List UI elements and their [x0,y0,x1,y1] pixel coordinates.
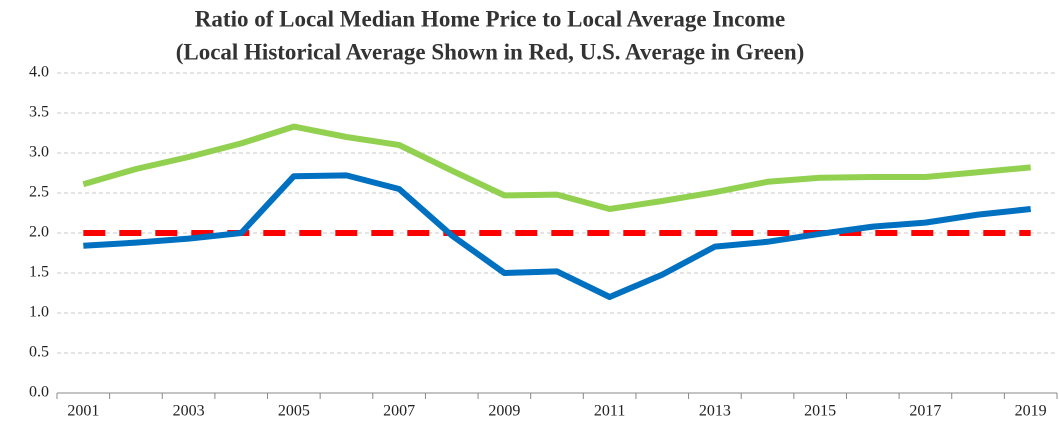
x-tick-label: 2011 [594,403,625,420]
y-tick-label: 3.0 [29,144,49,161]
chart-subtitle: (Local Historical Average Shown in Red, … [176,39,805,64]
y-tick-label: 2.0 [29,224,49,241]
series-line [82,123,1031,212]
series-line [83,172,1032,300]
y-tick-label: 2.5 [29,184,49,201]
y-tick-label: 0.0 [29,384,49,401]
chart-title: Ratio of Local Median Home Price to Loca… [195,6,785,31]
x-tick-label: 2005 [278,403,310,420]
x-tick-label: 2001 [67,403,99,420]
x-tick-label: 2015 [804,403,836,420]
y-tick-label: 1.0 [29,304,49,321]
y-tick-label: 4.0 [29,64,49,81]
x-tick-label: 2019 [1015,403,1047,420]
x-tick-label: 2013 [699,403,731,420]
y-tick-label: 3.5 [29,104,49,121]
y-tick-label: 0.5 [29,344,49,361]
x-tick-label: 2003 [173,403,205,420]
x-tick-label: 2009 [488,403,520,420]
x-tick-label: 2017 [909,403,941,420]
x-tick-label: 2007 [383,403,415,420]
y-tick-label: 1.5 [29,264,49,281]
